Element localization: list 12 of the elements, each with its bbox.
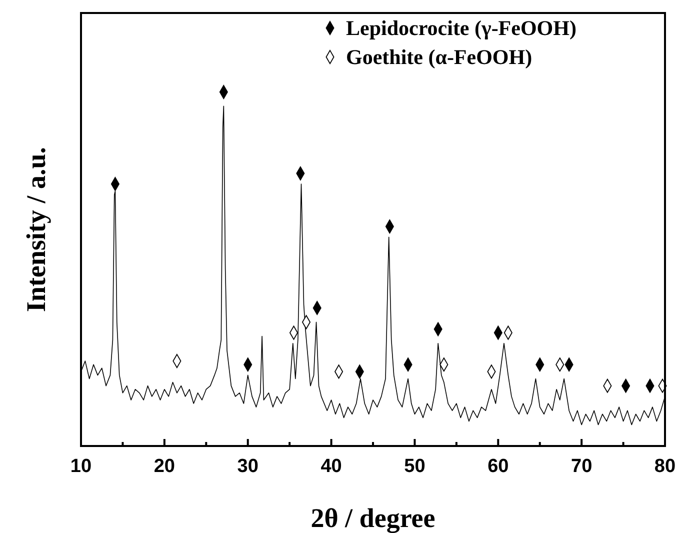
x-tick-label: 20 <box>154 456 175 477</box>
legend-label: Lepidocrocite (γ-FeOOH) <box>346 16 576 40</box>
y-axis-title: Intensity / a.u. <box>21 146 51 312</box>
x-tick-label: 40 <box>320 456 342 477</box>
x-tick-label: 70 <box>571 456 592 477</box>
x-tick-label: 10 <box>70 456 92 477</box>
x-tick-label: 80 <box>654 456 676 477</box>
x-tick-label: 60 <box>488 456 509 477</box>
x-axis-title: 2θ / degree <box>310 503 436 533</box>
x-tick-label: 30 <box>237 456 258 477</box>
x-tick-label: 50 <box>404 456 426 477</box>
legend-label: Goethite (α-FeOOH) <box>346 45 532 69</box>
